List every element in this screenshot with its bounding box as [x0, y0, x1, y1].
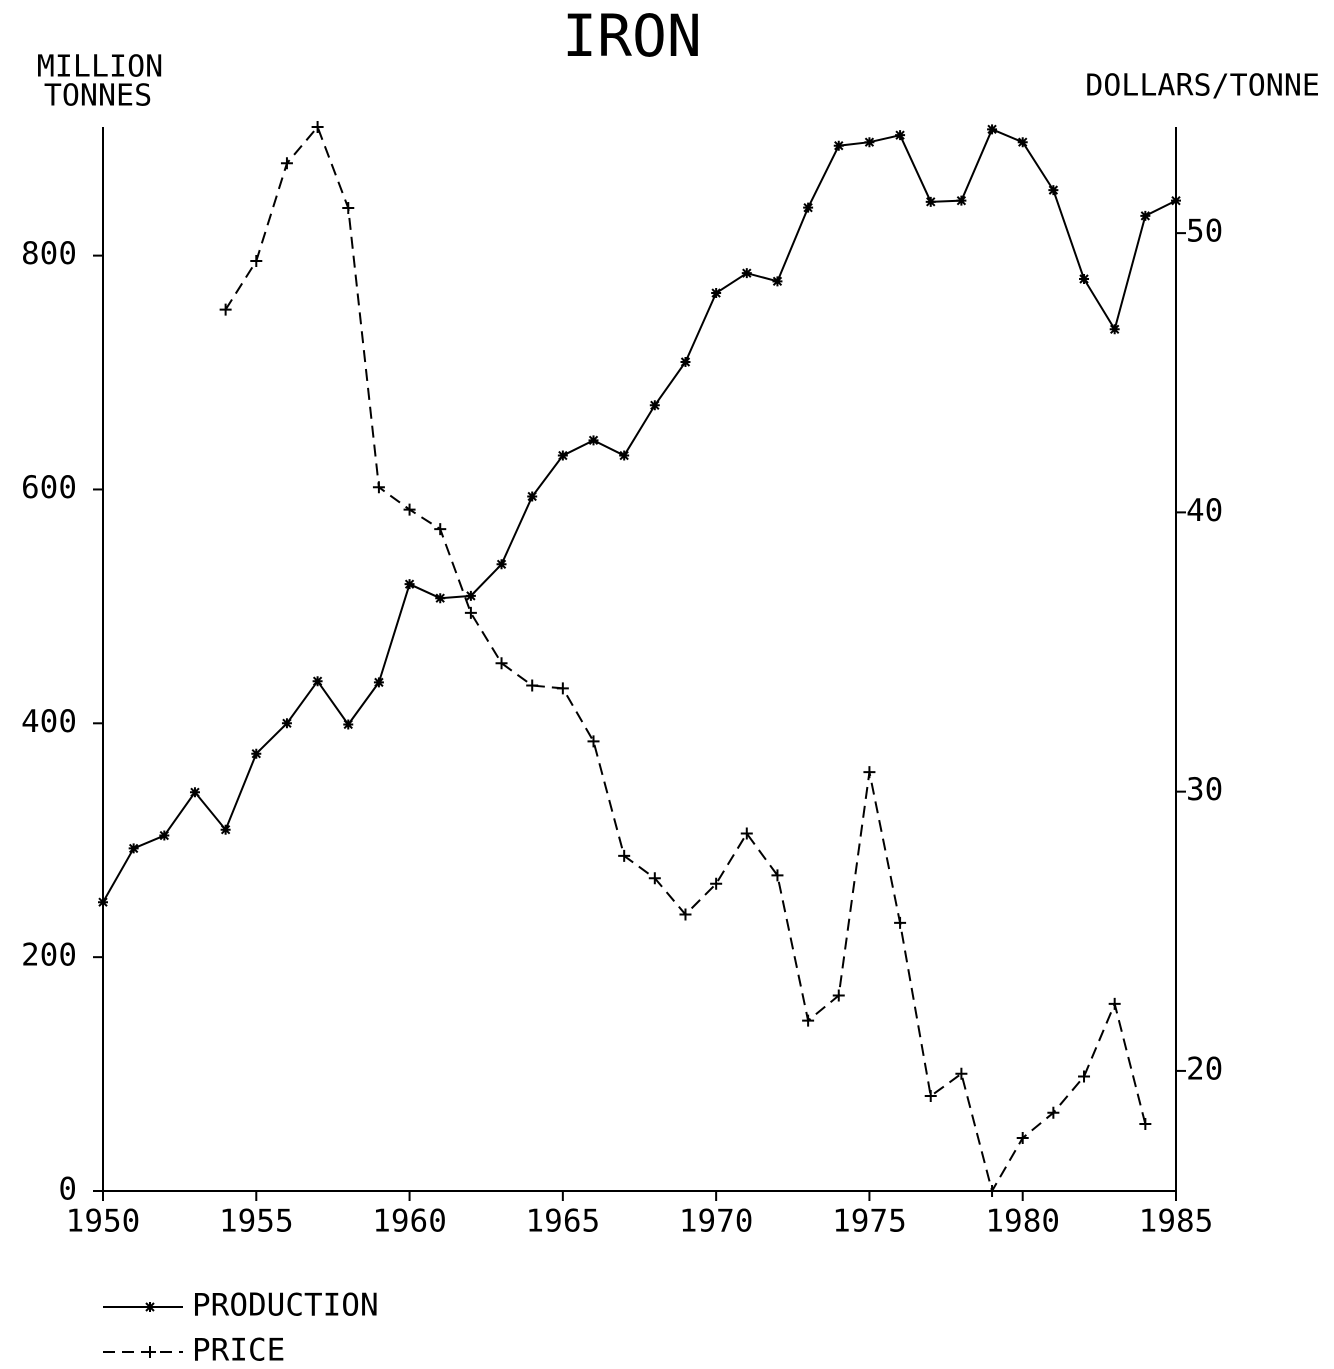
data-point: [588, 435, 599, 446]
y-axis-label: MILLION: [37, 50, 163, 85]
data-point: [435, 593, 446, 604]
data-point: [648, 872, 661, 885]
y-tick-label: 200: [21, 938, 77, 974]
data-point: [1017, 137, 1028, 148]
data-point: [98, 897, 108, 908]
data-point: [281, 718, 292, 729]
legend-marker: [145, 1302, 155, 1312]
data-point: [680, 357, 691, 368]
x-tick-label: 1955: [219, 1204, 294, 1240]
data-point: [189, 787, 200, 798]
data-point: [527, 491, 538, 502]
legend-marker: [144, 1346, 156, 1358]
data-point: [159, 830, 170, 841]
data-point: [895, 130, 906, 141]
data-point: [619, 450, 630, 461]
data-point: [496, 559, 507, 570]
y-tick-label: 400: [21, 704, 77, 740]
data-point: [894, 916, 907, 929]
data-point: [1048, 185, 1059, 196]
data-point: [372, 481, 385, 494]
data-point: [925, 196, 936, 207]
data-point: [986, 1185, 999, 1197]
x-tick-label: 1965: [526, 1204, 601, 1240]
y2-tick-label: 30: [1186, 772, 1223, 808]
data-point: [220, 824, 231, 835]
data-point: [832, 989, 845, 1002]
y2-tick-label: 50: [1186, 214, 1223, 250]
legend-label: PRODUCTION: [192, 1288, 379, 1324]
data-point: [955, 1067, 968, 1080]
data-point: [434, 523, 447, 536]
data-point: [679, 908, 692, 921]
series-line: [224, 125, 1147, 1194]
data-point: [1140, 210, 1151, 221]
data-point: [1079, 274, 1090, 284]
x-tick-label: 1985: [1139, 1204, 1214, 1240]
data-point: [772, 276, 783, 287]
data-point: [587, 735, 600, 748]
data-point: [771, 869, 784, 882]
data-point: [343, 719, 354, 730]
x-tick-label: 1950: [66, 1204, 141, 1240]
data-point: [710, 877, 723, 890]
data-point: [403, 503, 416, 516]
data-point: [649, 400, 660, 411]
data-point: [1108, 997, 1121, 1010]
y-axis-label: TONNES: [44, 79, 152, 114]
data-point: [1047, 1106, 1060, 1119]
data-point: [342, 201, 355, 214]
legend-label: PRICE: [192, 1333, 285, 1369]
x-tick-label: 1980: [985, 1204, 1060, 1240]
data-point: [1016, 1131, 1029, 1144]
data-point: [251, 748, 262, 759]
data-point: [618, 849, 631, 862]
y-tick-label: 0: [58, 1172, 77, 1208]
data-point: [311, 121, 324, 133]
data-point: [312, 676, 323, 687]
data-point: [1109, 324, 1120, 335]
data-point: [833, 140, 844, 151]
data-point: [128, 843, 139, 854]
data-point: [404, 579, 415, 590]
y2-tick-label: 20: [1186, 1051, 1223, 1087]
data-point: [219, 303, 232, 316]
data-point: [741, 268, 752, 279]
data-point: [495, 657, 508, 670]
y-tick-label: 800: [21, 236, 77, 272]
data-point: [280, 157, 293, 170]
data-point: [864, 137, 875, 148]
y2-tick-label: 40: [1186, 493, 1223, 529]
data-point: [863, 766, 876, 779]
data-point: [802, 1014, 815, 1027]
data-point: [373, 677, 384, 688]
data-point: [526, 679, 539, 692]
data-point: [956, 195, 967, 206]
data-point: [711, 288, 722, 299]
data-point: [924, 1090, 937, 1103]
data-point: [250, 255, 263, 268]
data-point: [465, 590, 476, 601]
x-tick-label: 1970: [679, 1204, 754, 1240]
data-point: [1078, 1070, 1091, 1083]
data-point: [740, 827, 753, 840]
x-tick-label: 1960: [372, 1204, 447, 1240]
data-point: [987, 124, 998, 135]
data-point: [1171, 195, 1181, 206]
data-point: [803, 202, 814, 213]
series-line: [102, 128, 1177, 903]
data-point: [557, 450, 568, 461]
x-tick-label: 1975: [832, 1204, 907, 1240]
chart-title: IRON: [562, 2, 702, 70]
y2-axis-label: DOLLARS/TONNE: [1085, 69, 1320, 104]
data-point: [556, 682, 569, 695]
data-point: [464, 606, 477, 619]
data-point: [1139, 1117, 1152, 1130]
y-tick-label: 600: [21, 470, 77, 506]
